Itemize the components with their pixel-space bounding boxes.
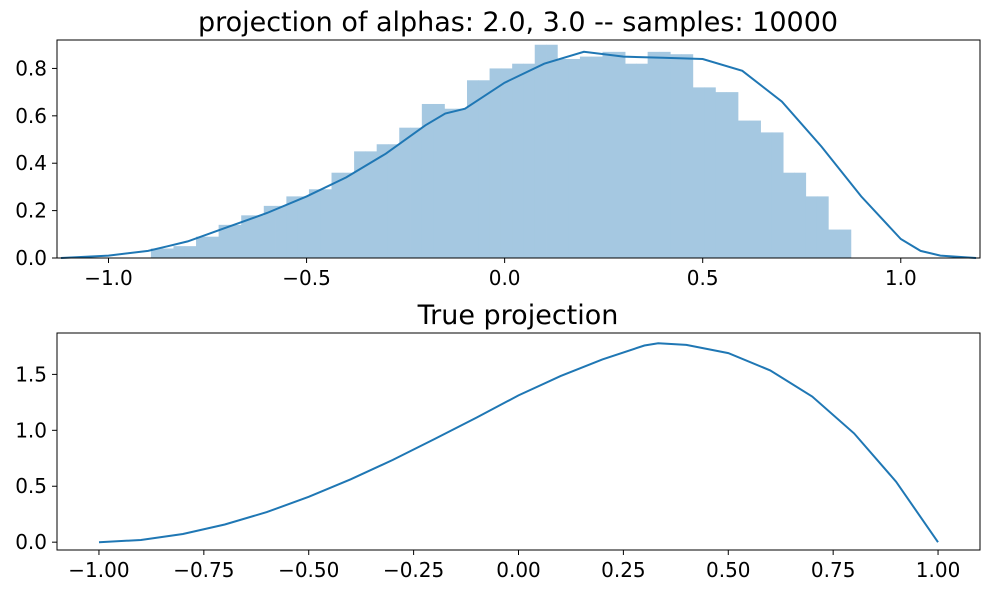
histogram-bar <box>275 205 287 258</box>
x-tick-label: −0.50 <box>278 558 339 582</box>
x-tick-label: 0.25 <box>601 558 646 582</box>
x-tick-label: 1.00 <box>916 558 961 582</box>
histogram-bar <box>816 196 829 258</box>
y-tick-label: 0.0 <box>15 246 47 270</box>
histogram-bar <box>715 92 728 258</box>
histogram-bar <box>783 172 795 258</box>
histogram-bar <box>467 80 479 258</box>
histogram-bar <box>523 63 536 259</box>
histogram-bar <box>794 172 807 258</box>
histogram-bar <box>771 132 784 258</box>
x-tick-label: −0.5 <box>282 266 331 290</box>
histogram-bar <box>196 236 208 258</box>
histogram-bar <box>433 103 445 258</box>
y-tick-label: 0.5 <box>15 474 47 498</box>
histogram-bar <box>286 196 299 258</box>
x-tick-label: 0.50 <box>706 558 751 582</box>
histogram-bar <box>749 120 761 258</box>
histogram-bar <box>692 87 705 259</box>
histogram-bar <box>625 63 637 259</box>
histogram-bar <box>184 246 197 258</box>
x-tick-label: 0.75 <box>811 558 856 582</box>
histogram-bar <box>602 51 615 258</box>
series-line <box>98 342 939 544</box>
histogram-bar <box>207 236 220 258</box>
y-tick-label: 0.4 <box>15 151 47 175</box>
histogram-bar <box>839 229 852 258</box>
histogram-bar <box>150 248 163 258</box>
histogram-bar <box>241 215 253 258</box>
histogram-bar <box>229 224 242 258</box>
x-tick-label: 0.00 <box>496 558 541 582</box>
histogram-bars <box>150 44 852 259</box>
y-tick-label: 0.0 <box>15 530 47 554</box>
histogram-bar <box>512 63 524 259</box>
x-tick-label: −0.25 <box>383 558 444 582</box>
histogram-bar <box>500 68 513 258</box>
x-tick-label: −0.75 <box>173 558 234 582</box>
histogram-bar <box>828 229 840 258</box>
histogram-bar <box>444 108 457 258</box>
histogram-bar <box>218 224 231 258</box>
histogram-bar <box>760 132 773 258</box>
histogram-bar <box>376 144 389 258</box>
histogram-bar <box>252 215 265 258</box>
histogram-bar <box>421 103 434 258</box>
x-axis-ticks: −1.0 −0.5 0.0 0.5 1.0 <box>84 258 917 290</box>
histogram-bar <box>534 44 547 258</box>
y-tick-label: 0.6 <box>15 104 47 128</box>
chart-histogram: projection of alphas: 2.0, 3.0 -- sample… <box>15 7 981 290</box>
histogram-bar <box>613 51 626 258</box>
histogram-bar <box>568 58 581 259</box>
x-tick-label: 0.5 <box>687 266 719 290</box>
y-tick-label: 0.2 <box>15 199 47 223</box>
histogram-bar <box>354 151 366 258</box>
histogram-bar <box>320 189 332 258</box>
x-tick-label: 0.0 <box>489 266 521 290</box>
histogram-bar <box>805 196 818 258</box>
histogram-bar <box>173 246 186 258</box>
x-axis-ticks: −1.00 −0.75 −0.50 −0.25 0.00 0.25 0.50 0.75 1.00 <box>68 550 960 582</box>
histogram-bar <box>365 151 378 258</box>
histogram-bar <box>308 189 321 258</box>
y-axis-ticks: 0.0 0.2 0.4 0.6 0.8 <box>15 56 57 270</box>
y-tick-label: 0.8 <box>15 56 47 80</box>
y-tick-label: 1.0 <box>15 418 47 442</box>
histogram-bar <box>162 248 174 258</box>
chart-true-projection: True projection −1.00 −0.75 −0.50 −0.25 0.00… <box>15 300 981 582</box>
histogram-bar <box>658 51 671 258</box>
chart-title: True projection <box>417 300 619 331</box>
y-tick-label: 1.5 <box>15 362 47 386</box>
histogram-bar <box>478 80 490 258</box>
histogram-bar <box>579 56 592 258</box>
kde-line <box>60 50 977 259</box>
histogram-bar <box>704 87 716 259</box>
histogram-bar <box>647 51 660 258</box>
histogram-bar <box>670 54 682 258</box>
histogram-bar <box>591 56 603 258</box>
histogram-bar <box>399 127 411 258</box>
histogram-bar <box>489 68 502 258</box>
x-tick-label: 1.0 <box>885 266 917 290</box>
chart-title: projection of alphas: 2.0, 3.0 -- sample… <box>198 7 838 38</box>
histogram-bar <box>546 44 558 258</box>
y-axis-ticks: 0.0 0.5 1.0 1.5 <box>15 362 57 554</box>
plot-frame <box>56 39 981 259</box>
histogram-bar <box>737 120 750 258</box>
histogram-bar <box>297 196 310 258</box>
histogram-bar <box>636 63 649 259</box>
histogram-bar <box>387 144 400 258</box>
histogram-bar <box>331 172 344 258</box>
histogram-bar <box>726 92 739 258</box>
histogram-bar <box>455 108 468 258</box>
x-tick-label: −1.0 <box>84 266 133 290</box>
x-tick-label: −1.00 <box>68 558 129 582</box>
histogram-bar <box>410 127 423 258</box>
plot-frame <box>56 332 981 551</box>
histogram-bar <box>342 172 355 258</box>
histogram-bar <box>681 54 694 258</box>
histogram-bar <box>557 58 570 259</box>
histogram-bar <box>263 205 276 258</box>
